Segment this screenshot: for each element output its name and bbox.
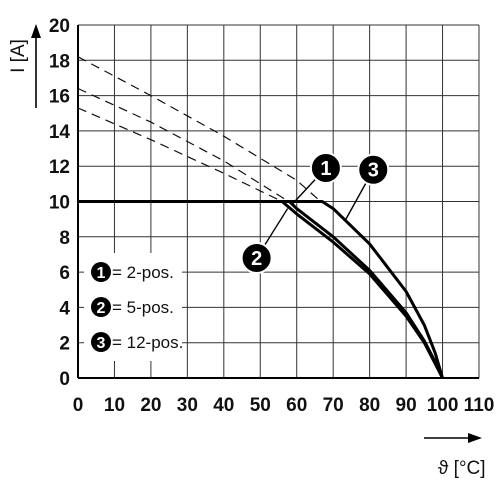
x-tick-label-3: 30 bbox=[177, 395, 198, 416]
y-tick-label-0: 0 bbox=[59, 369, 70, 390]
axes bbox=[31, 24, 482, 443]
legend-badge-number-1: 1 bbox=[97, 265, 106, 282]
legend-badge-number-2: 2 bbox=[97, 300, 106, 317]
extrapolation-line-3 bbox=[77, 56, 319, 201]
y-tick-label-8: 16 bbox=[49, 87, 70, 108]
x-tick-label-6: 60 bbox=[286, 395, 307, 416]
x-tick-label-2: 20 bbox=[140, 395, 161, 416]
x-tick-label-10: 100 bbox=[427, 395, 459, 416]
legend-label-3: = 12-pos. bbox=[112, 333, 183, 352]
x-axis-arrow-head bbox=[468, 433, 482, 443]
y-axis-arrow-head bbox=[31, 24, 41, 38]
callout-badge-3 bbox=[357, 153, 390, 186]
x-tick-label-4: 40 bbox=[213, 395, 234, 416]
legend-badge-number-3: 3 bbox=[97, 335, 106, 352]
x-tick-label-7: 70 bbox=[323, 395, 344, 416]
x-tick-label-9: 90 bbox=[396, 395, 417, 416]
derating-curves bbox=[78, 200, 444, 379]
y-tick-label-10: 20 bbox=[49, 16, 70, 37]
y-tick-label-7: 14 bbox=[49, 122, 71, 143]
extrapolation-lines bbox=[77, 56, 319, 201]
x-tick-label-11: 110 bbox=[464, 395, 495, 416]
x-tick-label-0: 0 bbox=[73, 395, 84, 416]
x-tick-label-5: 50 bbox=[250, 395, 271, 416]
callout-badge-2 bbox=[240, 241, 273, 274]
legend-badge-2 bbox=[91, 297, 111, 317]
legend: 1 = 2-pos. 2 = 5-pos. 3 = 12-pos. bbox=[84, 253, 183, 361]
callout-badge-1 bbox=[309, 151, 342, 184]
legend-badge-3 bbox=[91, 332, 111, 352]
y-tick-label-2: 4 bbox=[59, 298, 70, 319]
y-tick-label-4: 8 bbox=[59, 228, 70, 249]
x-tick-label-8: 80 bbox=[359, 395, 380, 416]
y-tick-label-6: 12 bbox=[49, 157, 70, 178]
series-line-2 bbox=[78, 200, 444, 379]
legend-label-1: = 2-pos. bbox=[112, 263, 174, 282]
y-tick-label-1: 2 bbox=[59, 334, 70, 355]
tick-labels: 0 10 20 30 40 50 60 70 80 90 100 110024681012141618… bbox=[49, 16, 494, 416]
series-line-3 bbox=[78, 200, 444, 379]
callout-number-3: 3 bbox=[368, 160, 379, 182]
x-axis-label: ϑ [°C] bbox=[438, 458, 486, 479]
legend-label-2: = 5-pos. bbox=[112, 298, 174, 317]
callout-number-1: 1 bbox=[320, 158, 331, 180]
y-tick-label-5: 10 bbox=[49, 193, 70, 214]
legend-badge-1 bbox=[91, 262, 111, 282]
curve-callouts: 1 2 3 bbox=[240, 151, 390, 274]
extrapolation-line-2 bbox=[77, 107, 279, 201]
x-tick-label-1: 10 bbox=[104, 395, 125, 416]
callout-number-2: 2 bbox=[251, 248, 262, 270]
y-axis-label: I [A] bbox=[8, 39, 29, 73]
y-tick-label-3: 6 bbox=[59, 263, 70, 284]
extrapolation-line-1 bbox=[77, 87, 287, 201]
y-tick-label-9: 18 bbox=[49, 51, 70, 72]
